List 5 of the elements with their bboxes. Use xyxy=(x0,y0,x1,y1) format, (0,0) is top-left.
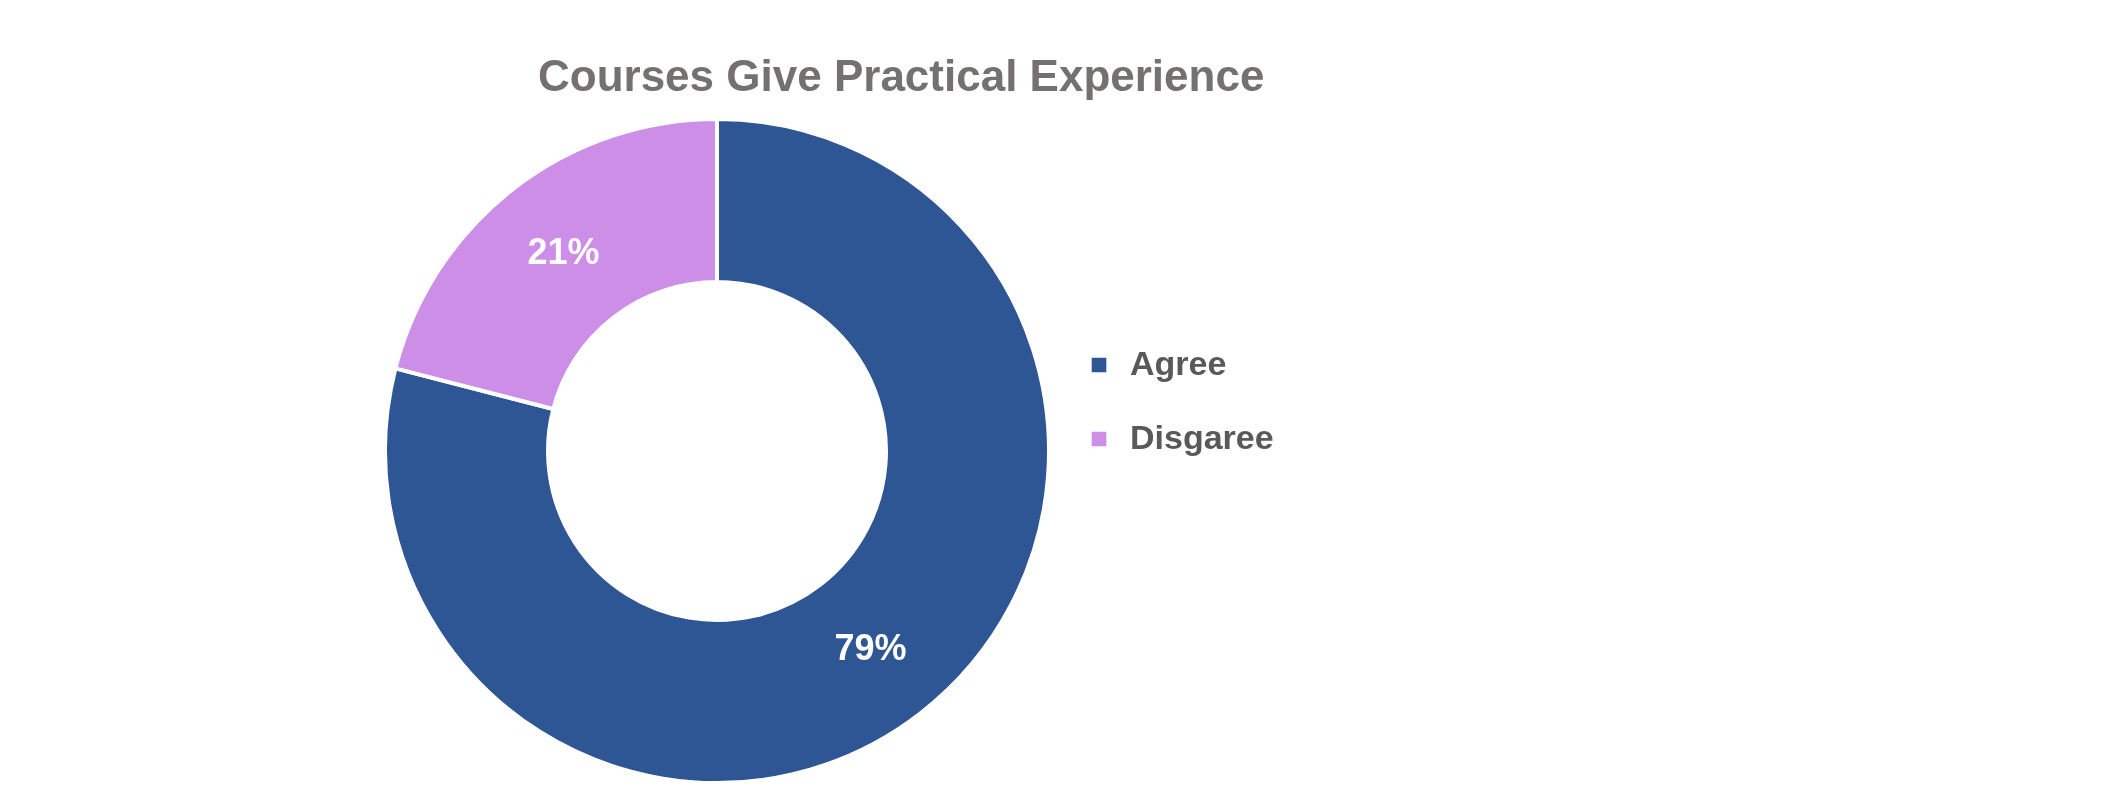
data-label: 79% xyxy=(834,626,907,668)
data-label: 21% xyxy=(527,231,600,273)
legend-label: Agree xyxy=(1130,344,1227,382)
chart-title: Courses Give Practical Experience xyxy=(538,51,1265,100)
legend-label: Disgaree xyxy=(1130,418,1274,456)
